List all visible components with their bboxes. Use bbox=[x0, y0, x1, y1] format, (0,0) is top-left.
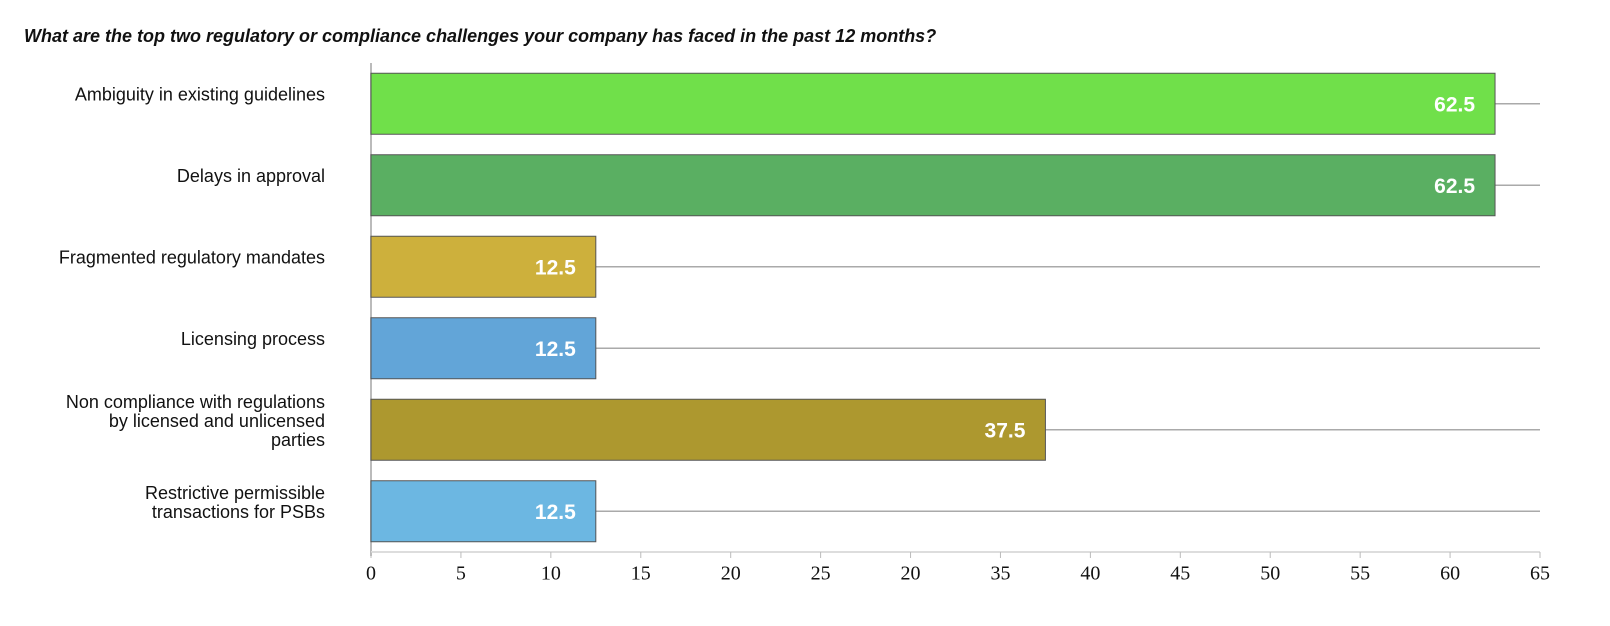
x-tick-label: 35 bbox=[990, 563, 1010, 585]
bar bbox=[370, 72, 1496, 135]
value-label: 37.5 bbox=[985, 419, 1026, 442]
bar bbox=[370, 235, 597, 298]
x-tick-label: 65 bbox=[1530, 563, 1550, 585]
x-tick-label: 0 bbox=[366, 563, 376, 585]
value-label: 12.5 bbox=[535, 256, 576, 279]
chart-title: What are the top two regulatory or compl… bbox=[24, 26, 936, 46]
x-tick-label: 60 bbox=[1440, 563, 1460, 585]
value-label: 62.5 bbox=[1434, 175, 1475, 198]
value-label: 62.5 bbox=[1434, 93, 1475, 116]
x-tick-label: 15 bbox=[631, 563, 651, 585]
x-tick-label: 40 bbox=[1080, 563, 1100, 585]
category-label: Non compliance with regulations by licens… bbox=[66, 392, 325, 450]
x-tick-label: 20 bbox=[721, 563, 741, 585]
bar bbox=[370, 154, 1496, 217]
x-tick-label: 20 bbox=[901, 563, 921, 585]
value-label: 12.5 bbox=[535, 338, 576, 361]
bar bbox=[370, 398, 1046, 461]
x-tick-label: 10 bbox=[541, 563, 561, 585]
bar bbox=[370, 317, 597, 380]
x-tick-label: 50 bbox=[1260, 563, 1280, 585]
category-label: Restrictive permissible transactions for … bbox=[145, 483, 325, 522]
value-label: 12.5 bbox=[535, 501, 576, 524]
x-tick-label: 45 bbox=[1170, 563, 1190, 585]
category-label: Fragmented regulatory mandates bbox=[59, 248, 325, 268]
x-tick-label: 5 bbox=[456, 563, 466, 585]
category-label: Licensing process bbox=[181, 329, 325, 349]
category-label: Ambiguity in existing guidelines bbox=[75, 85, 325, 105]
x-tick-label: 25 bbox=[811, 563, 831, 585]
bar bbox=[370, 480, 597, 543]
category-label: Delays in approval bbox=[177, 166, 325, 186]
x-tick-label: 55 bbox=[1350, 563, 1370, 585]
